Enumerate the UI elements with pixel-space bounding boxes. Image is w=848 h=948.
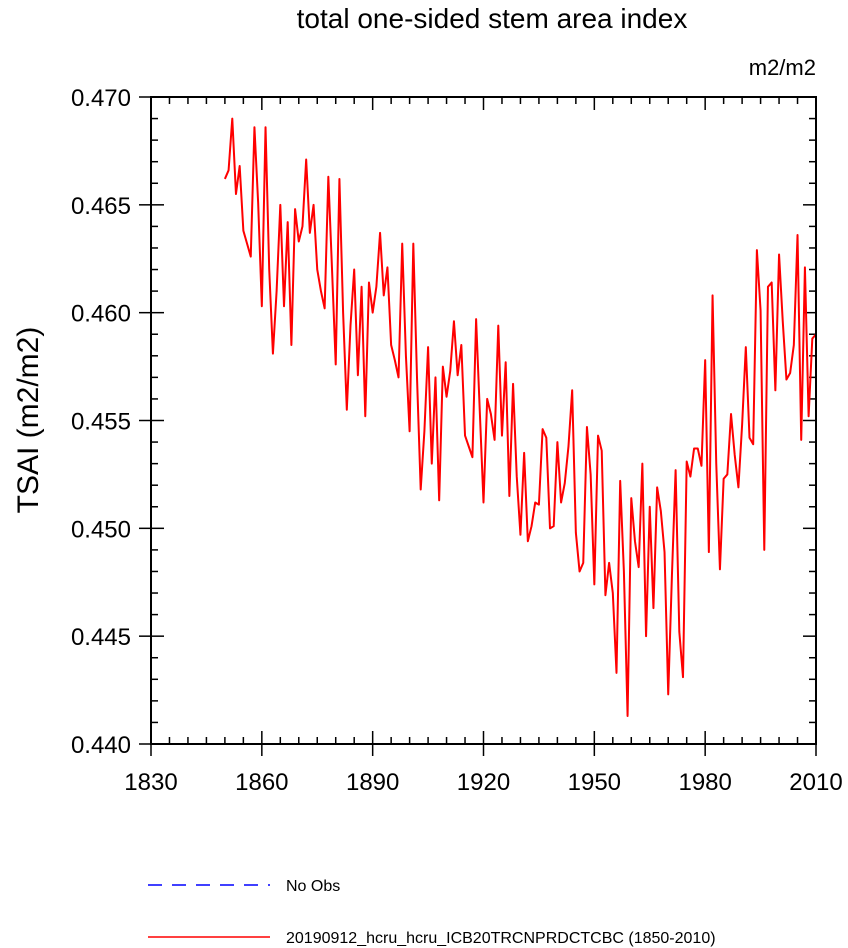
y-tick-label: 0.455 [71, 409, 131, 436]
units-label: m2/m2 [749, 55, 816, 80]
y-tick-label: 0.440 [71, 732, 131, 759]
series-group [223, 117, 817, 717]
y-tick-label: 0.465 [71, 193, 131, 220]
x-axis-tick-labels: 1830 1860 1890 1920 1950 1980 2010 [124, 769, 842, 796]
y-tick-label: 0.450 [71, 516, 131, 543]
chart-title: total one-sided stem area index [297, 3, 688, 34]
y-axis-tick-labels: 0.440 0.445 0.450 0.455 0.460 0.465 0.470 [71, 85, 131, 759]
plot-frame [150, 96, 817, 745]
y-tick-label: 0.460 [71, 301, 131, 328]
y-tick-label: 0.445 [71, 624, 131, 651]
x-tick-label: 1950 [568, 769, 621, 796]
legend-label-model-run: 20190912_hcru_hcru_ICB20TRCNPRDCTCBC (18… [286, 930, 716, 947]
x-tick-label: 2010 [789, 769, 842, 796]
x-tick-label: 1830 [124, 769, 177, 796]
x-tick-label: 1860 [235, 769, 288, 796]
y-axis-label: TSAI (m2/m2) [12, 327, 45, 514]
y-tick-label: 0.470 [71, 85, 131, 112]
x-tick-label: 1980 [678, 769, 731, 796]
x-tick-label: 1920 [457, 769, 510, 796]
series-line-1 [223, 117, 817, 717]
x-tick-label: 1890 [346, 769, 399, 796]
legend: No Obs 20190912_hcru_hcru_ICB20TRCNPRDCT… [148, 878, 716, 947]
legend-label-no-obs: No Obs [286, 878, 340, 895]
